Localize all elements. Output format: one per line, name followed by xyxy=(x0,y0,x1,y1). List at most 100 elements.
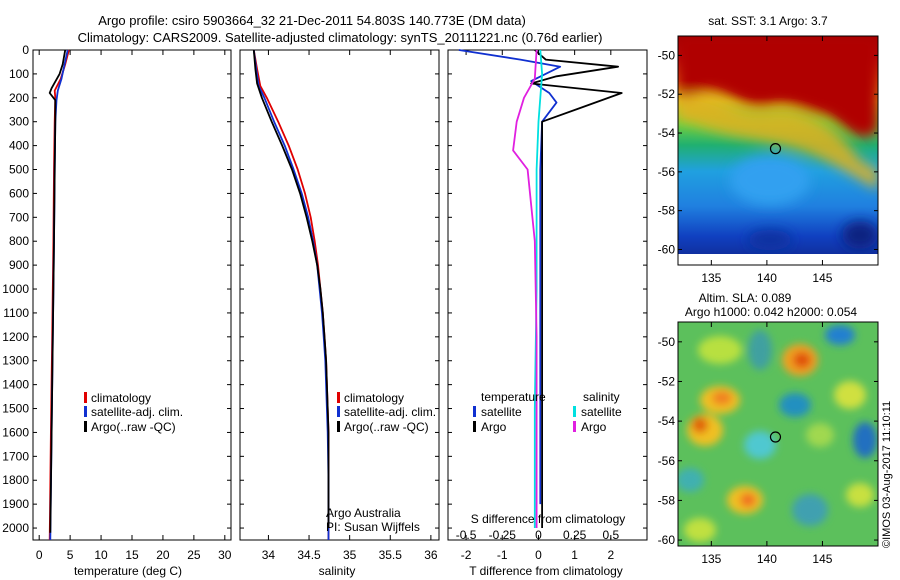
series-line-t-argo xyxy=(530,49,623,528)
sla-map-panel: Altim. SLA: 0.089 Argo h1000: 0.042 h200… xyxy=(658,291,879,566)
legend-label-s-argo: Argo xyxy=(581,420,607,434)
sst-map-panel: sat. SST: 3.1 Argo: 3.7 135 140 145 -50 -52 -… xyxy=(658,14,879,285)
map-y-tick-label: -60 xyxy=(658,242,676,256)
map-x-tick-label: 145 xyxy=(812,552,832,566)
x-tick-label-secondary: -0.5 xyxy=(456,528,477,542)
sla-argo-position-marker xyxy=(769,431,782,443)
x-tick-label: 2 xyxy=(607,548,614,562)
sla-blob xyxy=(684,518,716,542)
x-tick-label: 0 xyxy=(36,548,43,562)
x-tick-label: -2 xyxy=(461,548,472,562)
y-tick-label: 1700 xyxy=(2,449,29,463)
x-tick-label: 25 xyxy=(187,548,201,562)
series-line-climatology xyxy=(252,49,330,540)
legend-label-s-satellite: satellite xyxy=(581,405,622,419)
legend-label-climatology: climatology xyxy=(91,391,151,405)
legend-label-t-satellite: satellite xyxy=(481,405,522,419)
legend-label-argo: Argo(..raw -QC) xyxy=(344,420,429,434)
legend-swatch-argo xyxy=(84,421,87,432)
credit-line1: Argo Australia xyxy=(326,506,401,520)
x-tick-label: 1 xyxy=(571,548,578,562)
legend-swatch-satellite xyxy=(84,406,87,417)
legend-swatch-climatology xyxy=(337,392,340,403)
legend-title-salinity: salinity xyxy=(583,390,620,404)
temperature-panel: 0100200300400500600700800900100011001200… xyxy=(2,43,232,578)
header-line2: Climatology: CARS2009. Satellite-adjuste… xyxy=(78,30,603,45)
y-tick-label: 1600 xyxy=(2,425,29,439)
temperature-legend: climatology satellite-adj. clim. Argo(..… xyxy=(84,391,183,434)
sla-blob xyxy=(678,468,704,492)
map-y-tick-label: -56 xyxy=(658,454,676,468)
x-tick-label: 36 xyxy=(424,548,438,562)
y-tick-label: 200 xyxy=(9,91,29,105)
sla-blob xyxy=(792,494,828,526)
map-y-tick-label: -50 xyxy=(658,48,676,62)
sla-blob xyxy=(744,431,776,459)
series-line-t-satellite xyxy=(458,49,562,505)
map-y-tick-label: -58 xyxy=(658,204,676,218)
salinity-xlabel: salinity xyxy=(319,564,356,578)
map-y-tick-label: -52 xyxy=(658,87,676,101)
x-tick-label: 34.5 xyxy=(297,548,321,562)
legend-label-satellite: satellite-adj. clim. xyxy=(344,405,436,419)
legend-label-argo: Argo(..raw -QC) xyxy=(91,420,176,434)
temperature-xlabel: temperature (deg C) xyxy=(74,564,182,578)
y-tick-label: 1800 xyxy=(2,473,29,487)
difference-panel: -2 -1 0 1 2 -0.5 -0.25 0 0.25 0.5 S difference f… xyxy=(447,49,648,578)
y-tick-label: 900 xyxy=(9,258,29,272)
y-tick-label: 1000 xyxy=(2,282,29,296)
legend-swatch-t-satellite xyxy=(473,406,476,417)
legend-label-climatology: climatology xyxy=(344,391,404,405)
legend-swatch-s-satellite xyxy=(573,406,576,417)
x-tick-label: -1 xyxy=(497,548,508,562)
sla-blob xyxy=(834,381,866,409)
sst-map-frame xyxy=(677,35,879,266)
difference-s-xlabel: S difference from climatology xyxy=(471,512,626,526)
y-tick-label: 1500 xyxy=(2,402,29,416)
x-tick-label: 10 xyxy=(94,548,108,562)
y-tick-label: 2000 xyxy=(2,521,29,535)
sla-map-title: Altim. SLA: 0.089 xyxy=(699,291,792,305)
y-tick-label: 0 xyxy=(22,43,29,57)
map-y-tick-label: -54 xyxy=(658,414,676,428)
x-tick-label: 5 xyxy=(67,548,74,562)
y-tick-label: 100 xyxy=(9,67,29,81)
sla-blob xyxy=(806,423,834,447)
legend-swatch-climatology xyxy=(84,392,87,403)
salinity-axes-frame xyxy=(239,49,440,541)
sst-map-title: sat. SST: 3.1 Argo: 3.7 xyxy=(708,14,828,28)
y-tick-label: 1300 xyxy=(2,354,29,368)
map-x-tick-label: 135 xyxy=(701,271,721,285)
sla-blob xyxy=(692,417,708,433)
legend-swatch-s-argo xyxy=(573,421,576,432)
legend-label-t-argo: Argo xyxy=(481,420,507,434)
y-tick-label: 600 xyxy=(9,186,29,200)
sst-cold-core xyxy=(730,155,810,205)
x-tick-label: 35.5 xyxy=(379,548,403,562)
x-tick-label: 0 xyxy=(535,548,542,562)
map-x-tick-label: 140 xyxy=(757,271,777,285)
sla-blob xyxy=(712,391,732,405)
sla-blob xyxy=(698,336,742,364)
header-line1: Argo profile: csiro 5903664_32 21-Dec-20… xyxy=(98,13,526,28)
legend-swatch-t-argo xyxy=(473,421,476,432)
temperature-axes-frame xyxy=(32,49,232,541)
x-tick-label-secondary: 0 xyxy=(535,528,542,542)
map-y-tick-label: -60 xyxy=(658,533,676,547)
x-tick-label: 35 xyxy=(343,548,357,562)
x-tick-label: 30 xyxy=(218,548,232,562)
sst-deep-cold-2 xyxy=(748,230,792,250)
y-tick-label: 1200 xyxy=(2,330,29,344)
legend-title-temperature: temperature xyxy=(481,390,546,404)
y-tick-label: 800 xyxy=(9,234,29,248)
difference-t-xlabel: T difference from climatology xyxy=(469,564,623,578)
x-tick-label: 15 xyxy=(125,548,139,562)
legend-label-satellite: satellite-adj. clim. xyxy=(91,405,183,419)
sla-map-frame xyxy=(677,321,879,547)
map-x-tick-label: 140 xyxy=(757,552,777,566)
legend-swatch-argo xyxy=(337,421,340,432)
y-tick-label: 1100 xyxy=(3,306,29,320)
x-tick-label-secondary: 0.5 xyxy=(602,528,619,542)
y-tick-label: 400 xyxy=(9,139,29,153)
sla-blob xyxy=(793,352,811,368)
